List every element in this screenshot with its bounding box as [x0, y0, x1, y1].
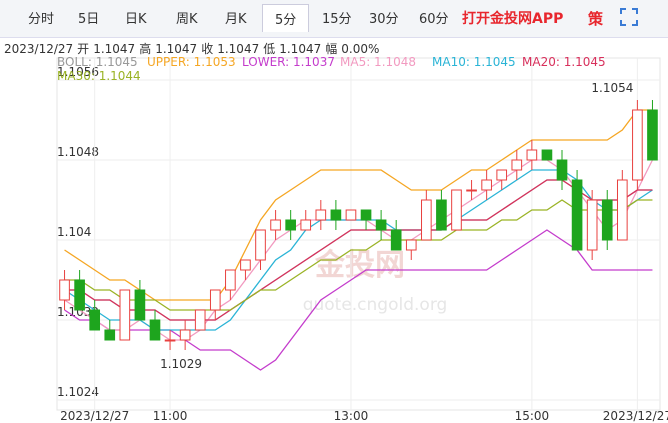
candle-body: [647, 109, 658, 161]
candle-body: [179, 329, 191, 341]
x-tick-label: 11:00: [153, 409, 188, 423]
candle-body: [270, 219, 281, 231]
legend-entry: MA20: 1.1045: [522, 55, 606, 69]
candle-body: [601, 199, 613, 241]
candle-body: [330, 209, 342, 221]
indicator-line: [64, 199, 653, 311]
candle-body: [360, 209, 372, 221]
candle-body: [632, 109, 643, 181]
tab[interactable]: 5分: [262, 4, 310, 32]
tab[interactable]: 15分: [322, 12, 352, 27]
x-tick-label: 13:00: [334, 409, 369, 423]
tab[interactable]: 周K: [176, 12, 198, 27]
legend-entry: UPPER: 1.1053: [147, 55, 236, 69]
tab[interactable]: 月K: [225, 12, 247, 27]
candle-body: [496, 169, 508, 181]
candle-body: [164, 339, 176, 342]
app-link[interactable]: 打开金投网APP: [462, 11, 564, 27]
legend-entry: MA5: 1.1048: [340, 55, 416, 69]
candle-body: [149, 319, 161, 341]
tab[interactable]: 5日: [78, 12, 100, 27]
tab[interactable]: 分时: [28, 12, 55, 27]
candle-body: [255, 229, 266, 261]
candle-body: [240, 259, 251, 271]
x-tick-label: 15:00: [515, 409, 550, 423]
strategy-icon[interactable]: 策: [588, 10, 604, 28]
info-close-label: 收: [201, 42, 214, 56]
candle-body: [526, 149, 538, 161]
y-tick-label: 1.104: [57, 225, 91, 239]
candle-body: [541, 149, 553, 161]
candle-body: [511, 159, 523, 171]
info-open: 1.1047: [93, 42, 136, 56]
info-date: 2023/12/27: [4, 42, 74, 56]
max-label: 1.1054: [591, 81, 633, 95]
candle-body: [104, 329, 116, 341]
candle-body: [345, 209, 357, 221]
candle-body: [556, 159, 568, 181]
candle-body: [466, 189, 477, 192]
candle-body: [375, 219, 387, 231]
candle-body: [481, 179, 492, 191]
candle-body: [285, 219, 296, 231]
legend-entry: LOWER: 1.1037: [242, 55, 335, 69]
tab-bar: 分时 5日 日K 周K 月K 5分 15分 30分 60分 打开金投网APP 策: [0, 0, 668, 38]
y-tick-label: 1.1056: [57, 65, 99, 79]
legend-entry: MA10: 1.1045: [432, 55, 516, 69]
legend-entry: BOLL: 1.1045: [57, 55, 138, 69]
x-tick-label: 2023/12/27: [60, 409, 129, 423]
indicator-line: [64, 179, 653, 321]
y-tick-label: 1.1024: [57, 385, 99, 399]
candle-body: [225, 269, 236, 291]
fullscreen-icon[interactable]: [620, 8, 638, 26]
info-close: 1.1047: [217, 42, 260, 56]
candle-body: [300, 219, 312, 231]
candle-body: [421, 199, 432, 241]
info-low: 1.1047: [279, 42, 322, 56]
candle-body: [436, 199, 447, 231]
x-tick-label: 2023/12/27: [603, 409, 668, 423]
info-high-label: 高: [139, 42, 152, 56]
candle-body: [390, 229, 402, 251]
candle-body: [119, 289, 131, 341]
tab[interactable]: 日K: [125, 12, 147, 27]
min-label: 1.1029: [160, 357, 202, 371]
candle-body: [89, 309, 101, 331]
candle-body: [451, 189, 462, 231]
legend-entry: MA30: 1.1044: [57, 69, 141, 83]
y-tick-label: 1.1048: [57, 145, 99, 159]
candle-body: [59, 279, 70, 301]
watermark: quote.cngold.org: [303, 295, 448, 315]
info-low-label: 低: [263, 42, 276, 56]
candle-body: [134, 289, 146, 321]
tab[interactable]: 30分: [369, 12, 399, 27]
info-open-label: 开: [77, 42, 90, 56]
info-high: 1.1047: [155, 42, 198, 56]
plot-frame: [56, 57, 661, 411]
info-change-label: 幅: [325, 42, 338, 56]
candle-body: [209, 289, 221, 311]
candle-body: [74, 279, 85, 311]
candle-body: [194, 309, 206, 331]
candle-body: [571, 179, 583, 251]
candle-body: [405, 239, 417, 251]
info-line: 2023/12/27 开 1.1047 高 1.1047 收 1.1047 低 1.1047 幅 0…: [4, 40, 383, 57]
candle-body: [616, 179, 628, 241]
candle-body: [586, 199, 598, 251]
indicator-line: [64, 169, 653, 331]
candle-body: [315, 209, 327, 221]
indicator-line: [64, 109, 653, 301]
tab[interactable]: 60分: [419, 12, 449, 27]
info-change: 0.00%: [341, 42, 380, 56]
watermark: 金投网: [314, 248, 405, 283]
